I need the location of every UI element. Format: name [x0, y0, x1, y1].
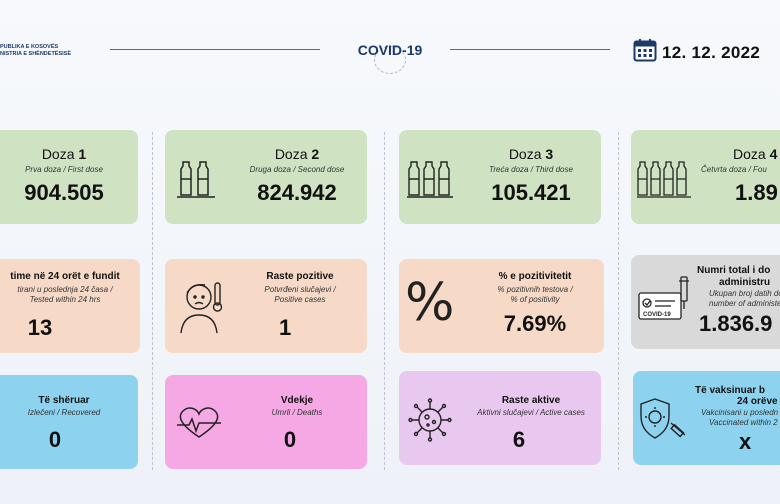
column-separator — [384, 132, 385, 470]
administered-subtitle-2: number of administe — [709, 299, 780, 308]
card-positivity: % % e pozitivitetit % pozitivnih testova… — [399, 259, 604, 353]
header-divider-left — [110, 49, 320, 50]
vaccinated-value: x — [739, 429, 752, 454]
vials-4-icon — [637, 161, 691, 198]
covid-title-text: COVID-19 — [357, 42, 423, 58]
tested-value: 13 — [27, 315, 53, 340]
sick-person-icon — [180, 282, 223, 334]
positivity-subtitle-2: % of positivity — [510, 295, 560, 304]
card-tested: time në 24 orët e fundit tirani u posled… — [0, 259, 140, 353]
card-active: Raste aktive Aktivni slučajevi / Active … — [399, 371, 601, 465]
header-divider-right — [450, 49, 610, 50]
dose-3-subtitle: Treća doza / Third dose — [489, 165, 573, 174]
vials-2-icon — [177, 161, 215, 198]
dose-4-value: 1.89 — [735, 180, 778, 205]
positivity-subtitle-1: % pozitivnih testova / — [497, 285, 573, 294]
administered-title-1: Numri total i do — [697, 265, 771, 276]
card-dose-3: Doza 3 Treća doza / Third dose 105.421 — [399, 130, 601, 224]
tested-subtitle-1: tirani u poslednja 24 časa / — [17, 285, 113, 294]
positive-title: Raste pozitive — [266, 271, 334, 282]
card-administered: COVID-19 Numri total i do administru Uku… — [631, 255, 780, 349]
card-vaccinated-24h: Të vaksinuar b 24 orëve Vakcinisani u po… — [633, 371, 780, 465]
dose-4-subtitle: Četvrta doza / Fou — [701, 165, 767, 174]
dose-1-subtitle: Prva doza / First dose — [25, 165, 103, 174]
administered-title-2: administru — [719, 277, 771, 288]
positivity-value: 7.69% — [503, 311, 567, 336]
ministry-line-1: PUBLIKA E KOSOVËS — [0, 44, 59, 50]
column-separator — [152, 132, 153, 470]
vaccinated-title-1: Të vaksinuar b — [695, 385, 766, 396]
recovered-subtitle: Izlečeni / Recovered — [27, 408, 101, 417]
virus-icon — [408, 398, 452, 442]
column-separator — [618, 132, 619, 470]
deaths-value: 0 — [283, 427, 297, 452]
vaccine-certificate-icon: COVID-19 — [638, 276, 689, 320]
card-recovered: Të shëruar Izlečeni / Recovered 0 — [0, 375, 138, 469]
card-deaths: Vdekje Umrli / Deaths 0 — [165, 375, 367, 469]
percent-icon: % — [405, 273, 455, 333]
deaths-subtitle: Umrli / Deaths — [271, 408, 323, 417]
positive-value: 1 — [279, 315, 292, 340]
dose-2-title: Doza 2 — [274, 146, 320, 162]
recovered-title: Të shëruar — [38, 395, 90, 406]
report-date: 12. 12. 2022 — [662, 43, 761, 62]
positive-subtitle-1: Potvrđeni slučajevi / — [264, 285, 336, 294]
administered-subtitle-1: Ukupan broj datih do — [709, 289, 780, 298]
vaccinated-subtitle-2: Vaccinated within 2 — [709, 418, 778, 427]
active-subtitle: Aktivni slučajevi / Active cases — [477, 408, 585, 417]
covid-title: COVID-19 — [350, 38, 430, 74]
card-positive: Raste pozitive Potvrđeni slučajevi / Pos… — [165, 259, 367, 353]
vaccinated-title-2: 24 orëve — [737, 396, 778, 407]
vaccinated-subtitle-1: Vakcinisani u posledn — [701, 408, 779, 417]
positivity-title: % e pozitivitetit — [498, 271, 572, 282]
dose-2-value: 824.942 — [257, 180, 337, 205]
deaths-title: Vdekje — [280, 395, 314, 406]
dose-1-title: Doza 1 — [41, 146, 87, 162]
card-dose-2: Doza 2 Druga doza / Second dose 824.942 — [165, 130, 367, 224]
recovered-value: 0 — [48, 427, 62, 452]
card-dose-4: Doza 4 Četvrta doza / Fou 1.89 — [631, 130, 780, 224]
active-title: Raste aktive — [501, 395, 561, 406]
tested-title: time në 24 orët e fundit — [10, 271, 120, 282]
ministry-logo: PUBLIKA E KOSOVËS NISTRIA E SHËNDETËSISË — [0, 44, 110, 58]
dose-3-title: Doza 3 — [508, 146, 554, 162]
heart-pulse-icon — [177, 407, 221, 438]
dose-3-value: 105.421 — [491, 180, 571, 205]
shield-virus-icon — [640, 398, 686, 439]
administered-value: 1.836.9 — [699, 311, 773, 336]
vials-3-icon — [407, 161, 453, 198]
dose-1-value: 904.505 — [24, 180, 104, 205]
active-value: 6 — [512, 427, 526, 452]
badge-text: COVID-19 — [643, 312, 671, 318]
ministry-line-2: NISTRIA E SHËNDETËSISË — [0, 51, 72, 57]
dose-4-title: Doza 4 — [733, 146, 778, 162]
calendar-icon — [633, 39, 657, 62]
positive-subtitle-2: Positive cases — [274, 295, 326, 304]
tested-subtitle-2: Tested within 24 hrs — [29, 295, 101, 304]
card-dose-1: Doza 1 Prva doza / First dose 904.505 — [0, 130, 138, 224]
dose-2-subtitle: Druga doza / Second dose — [249, 165, 345, 174]
